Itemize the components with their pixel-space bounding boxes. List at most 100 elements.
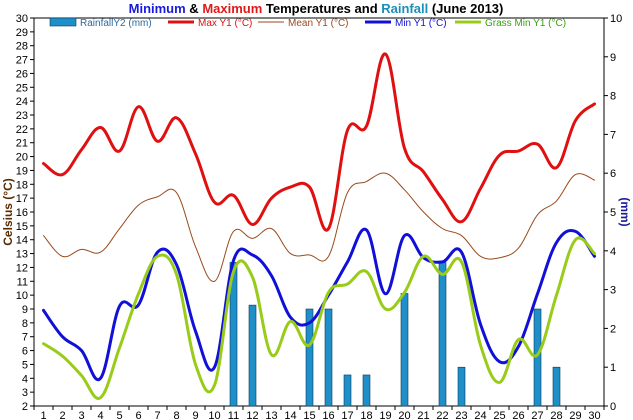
right-tick-label: 5 <box>610 207 616 219</box>
legend-label: Max Y1 (°C) <box>198 18 252 29</box>
left-tick-label: 8 <box>22 318 28 330</box>
left-tick-label: 21 <box>16 138 28 150</box>
rainfall-bar <box>362 374 371 407</box>
chart-title-part: Minimum <box>129 1 186 16</box>
rainfall-bar <box>324 308 333 407</box>
x-tick-label: 21 <box>417 410 429 420</box>
x-tick-label: 11 <box>228 410 239 420</box>
x-tick-label: 26 <box>512 410 524 420</box>
legend-label: Grass Min Y1 (°C) <box>485 18 566 29</box>
x-tick-label: 30 <box>588 410 600 420</box>
left-tick-label: 4 <box>22 373 28 385</box>
right-tick-label: 1 <box>610 362 616 374</box>
chart-title-part: & <box>186 1 203 16</box>
x-tick-label: 15 <box>303 410 315 420</box>
left-tick-label: 9 <box>22 304 28 316</box>
right-tick-label: 4 <box>610 246 616 258</box>
x-tick-label: 10 <box>208 410 220 420</box>
legend-swatch <box>49 17 77 27</box>
x-tick-label: 29 <box>569 410 581 420</box>
chart-title-part: Temperatures and <box>262 1 381 16</box>
left-tick-label: 26 <box>16 68 28 80</box>
left-tick-label: 10 <box>16 290 28 302</box>
x-tick-label: 7 <box>154 410 160 420</box>
rainfall-bar <box>400 293 409 407</box>
x-tick-label: 28 <box>550 410 562 420</box>
right-tick-label: 3 <box>610 285 616 297</box>
left-tick-label: 3 <box>22 387 28 399</box>
left-tick-label: 11 <box>17 276 28 288</box>
right-tick-label: 6 <box>610 168 616 180</box>
x-tick-label: 1 <box>40 410 46 420</box>
left-tick-label: 17 <box>16 193 28 205</box>
x-tick-label: 3 <box>78 410 84 420</box>
x-tick-label: 8 <box>173 410 179 420</box>
legend-label: Mean Y1 (°C) <box>288 18 349 29</box>
left-tick-label: 15 <box>16 221 28 233</box>
x-tick-label: 23 <box>455 410 467 420</box>
x-tick-label: 22 <box>436 410 448 420</box>
left-tick-label: 27 <box>16 55 28 67</box>
x-tick-label: 5 <box>116 410 122 420</box>
left-tick-label: 16 <box>16 207 28 219</box>
x-tick-label: 24 <box>474 410 486 420</box>
left-tick-label: 22 <box>16 124 28 136</box>
left-tick-label: 19 <box>16 165 28 177</box>
chart-title-part: (June 2013) <box>428 1 503 16</box>
grass-min-temp-line <box>42 236 596 400</box>
left-y-axis-ticks: 2345678910111213141516171819202122232425… <box>16 13 34 413</box>
left-tick-label: 28 <box>16 41 28 53</box>
right-tick-label: 0 <box>610 401 616 413</box>
legend: RainfallY2 (mm) Max Y1 (°C) Mean Y1 (°C) Mi… <box>49 17 566 29</box>
rainfall-bar <box>343 374 352 407</box>
x-tick-label: 25 <box>493 410 505 420</box>
x-tick-label: 9 <box>192 410 198 420</box>
right-tick-label: 10 <box>610 13 622 25</box>
rainfall-bar <box>552 366 561 407</box>
left-tick-label: 14 <box>16 235 28 247</box>
x-tick-label: 17 <box>341 410 353 420</box>
x-tick-label: 19 <box>379 410 391 420</box>
mean-temp-line <box>43 172 595 282</box>
right-tick-label: 9 <box>610 52 616 64</box>
x-tick-label: 16 <box>322 410 334 420</box>
left-tick-label: 24 <box>16 96 28 108</box>
legend-label: Min Y1 (°C) <box>395 18 447 29</box>
x-axis-ticks: 1 2 3 4 5 6 7 8 9 10 11 12 13 14 15 16 17 18 19 20 21 22 23 24 2… <box>33 406 605 420</box>
rainfall-bars <box>229 262 561 407</box>
left-tick-label: 18 <box>16 179 28 191</box>
temperature-lines <box>42 52 596 400</box>
chart-title-part: Maximum <box>202 1 262 16</box>
min-temp-line <box>42 227 596 382</box>
left-tick-label: 25 <box>16 82 28 94</box>
chart-title-part: Rainfall <box>381 1 428 16</box>
rainfall-bar <box>248 304 257 407</box>
right-tick-label: 8 <box>610 91 616 103</box>
x-tick-label: 4 <box>97 410 103 420</box>
x-tick-label: 20 <box>398 410 410 420</box>
rainfall-bar <box>438 262 447 407</box>
right-y-axis-ticks: 0 1 2 3 4 5 6 7 8 9 10 <box>604 13 622 413</box>
legend-label: RainfallY2 (mm) <box>80 18 152 29</box>
x-tick-label: 18 <box>360 410 372 420</box>
x-tick-label: 12 <box>246 410 258 420</box>
left-tick-label: 30 <box>16 13 28 25</box>
rainfall-bar <box>457 366 466 407</box>
right-tick-label: 7 <box>610 129 616 141</box>
max-temp-line <box>42 52 596 232</box>
left-axis-title: Celsius (°C) <box>1 178 15 245</box>
x-tick-label: 13 <box>265 410 277 420</box>
left-tick-label: 6 <box>22 346 28 358</box>
left-tick-label: 23 <box>16 110 28 122</box>
chart-title: Minimum & Maximum Temperatures and Rainf… <box>129 1 504 16</box>
right-tick-label: 2 <box>610 323 616 335</box>
rainfall-bar <box>305 308 314 407</box>
x-tick-label: 2 <box>59 410 65 420</box>
left-tick-label: 20 <box>16 152 28 164</box>
x-tick-label: 6 <box>135 410 141 420</box>
left-tick-label: 7 <box>22 332 28 344</box>
left-tick-label: 2 <box>22 401 28 413</box>
left-tick-label: 29 <box>16 27 28 39</box>
left-tick-label: 12 <box>16 262 28 274</box>
